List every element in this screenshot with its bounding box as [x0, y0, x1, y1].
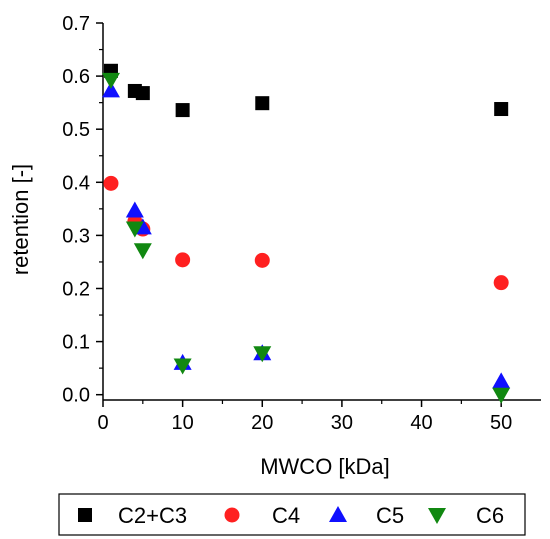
data-point: [173, 358, 192, 375]
data-point: [492, 387, 511, 404]
y-tick-label: 0.0: [62, 385, 90, 407]
legend: C2+C3 C4 C5 C6: [58, 493, 526, 536]
y-axis-title: retention [-]: [8, 164, 33, 275]
series-c2-c3: [103, 63, 509, 118]
x-tick-label: 0: [97, 412, 108, 434]
data-point: [135, 86, 150, 101]
data-point: [175, 103, 190, 118]
legend-label: C4: [272, 503, 300, 528]
y-axis: 0.0 0.1 0.2 0.3 0.4 0.5 0.6 0.7: [62, 13, 103, 407]
y-tick-label: 0.4: [62, 172, 90, 194]
data-point: [255, 96, 270, 111]
data-point: [175, 252, 191, 268]
y-tick-label: 0.7: [62, 13, 90, 35]
x-tick-label: 40: [410, 412, 432, 434]
data-point: [125, 221, 144, 238]
x-tick-label: 20: [251, 412, 273, 434]
legend-marker: [224, 507, 240, 523]
legend-label: C5: [376, 503, 404, 528]
legend-label: C2+C3: [118, 503, 187, 528]
legend-marker: [78, 508, 92, 522]
y-tick-label: 0.3: [62, 225, 90, 247]
data-point: [101, 72, 120, 89]
data-point: [103, 175, 119, 191]
data-point: [492, 372, 511, 389]
data-point: [125, 201, 144, 218]
x-axis-title: MWCO [kDa]: [260, 454, 390, 479]
data-markers: [101, 63, 511, 404]
data-point: [494, 102, 509, 117]
series-c5: [101, 81, 511, 389]
legend-box: [58, 493, 526, 536]
data-point: [253, 346, 272, 363]
y-tick-label: 0.1: [62, 332, 90, 354]
y-tick-label: 0.5: [62, 119, 90, 141]
x-tick-label: 50: [490, 412, 512, 434]
x-tick-label: 30: [331, 412, 353, 434]
data-point: [133, 243, 152, 260]
x-tick-label: 10: [172, 412, 194, 434]
y-tick-label: 0.2: [62, 278, 90, 300]
y-tick-label: 0.6: [62, 66, 90, 88]
series-c6: [101, 72, 511, 404]
data-point: [101, 81, 120, 98]
data-point: [493, 275, 509, 291]
legend-marker: [428, 508, 446, 524]
series-c4: [103, 175, 509, 291]
legend-label: C6: [476, 503, 504, 528]
x-axis: 0 10 20 30 40 50: [97, 400, 512, 434]
data-point: [254, 252, 270, 268]
plot-frame: [102, 23, 541, 401]
legend-marker: [329, 506, 347, 522]
